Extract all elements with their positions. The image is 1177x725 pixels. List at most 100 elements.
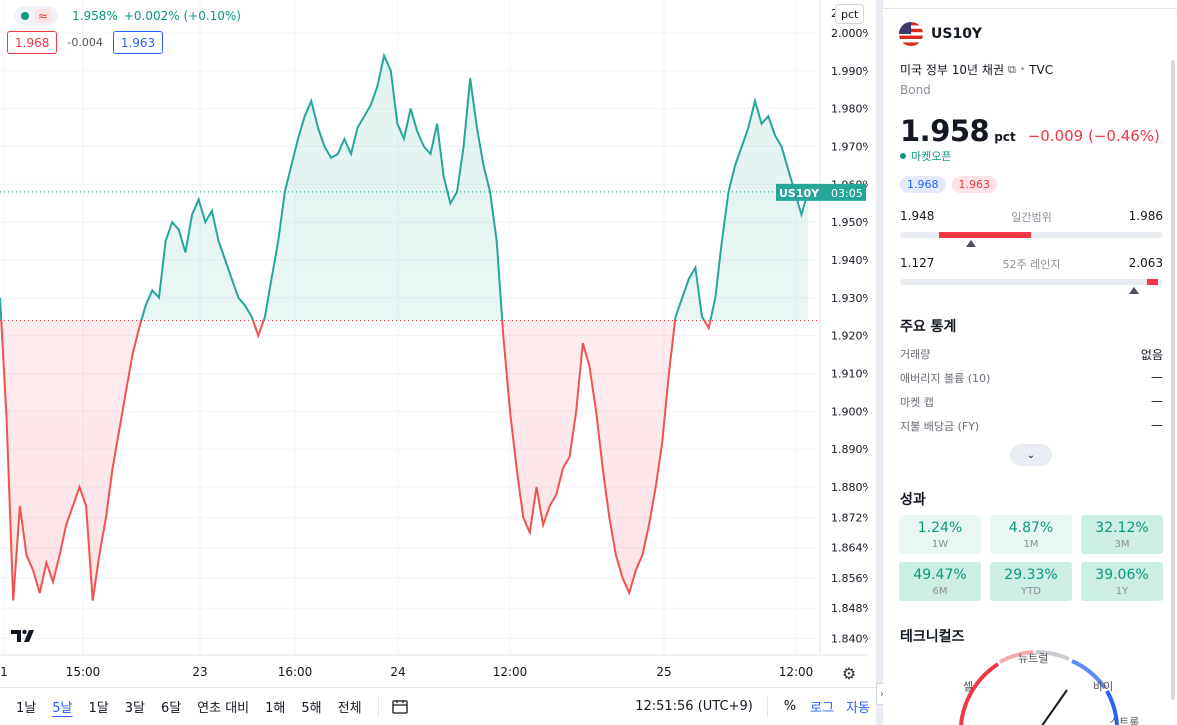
symbol-name[interactable]: US10Y [931, 26, 983, 42]
current-price-symbol: US10Y [779, 187, 820, 200]
performance-cell[interactable]: 4.87% 1M [990, 515, 1072, 554]
percent-scale-button[interactable]: % [783, 699, 797, 714]
x-tick-label: 24 [390, 665, 405, 679]
clock[interactable]: 12:51:56 (UTC+9) [635, 699, 753, 714]
stat-row: 마켓 캡 — [900, 394, 1163, 410]
chevron-down-icon[interactable]: ⌄ [1010, 444, 1052, 466]
log-scale-button[interactable]: 로그 [810, 701, 835, 716]
market-status-text: 마켓오픈 [911, 150, 952, 163]
x-tick-label: 12:00 [493, 665, 528, 679]
gear-icon[interactable]: ⚙ [841, 663, 857, 683]
symbol-description[interactable]: 미국 정부 10년 채권 [900, 63, 1004, 77]
current-price-tag [776, 183, 866, 201]
performance-cell[interactable]: 29.33% YTD [990, 562, 1072, 601]
panel-top-border [883, 8, 1177, 9]
chart-area[interactable]: 2.000%1.990%1.980%1.970%1.960%1.950%1.94… [0, 0, 868, 687]
range-button[interactable]: 5해 [301, 701, 322, 716]
market-open-dot-icon [900, 153, 906, 159]
performance-period: 1M [1023, 538, 1039, 550]
unit-button[interactable]: pct [835, 4, 865, 24]
area-fill-below-baseline [0, 320, 808, 601]
range-button[interactable]: 전체 [337, 701, 362, 716]
gauge-sell-arc [999, 650, 1034, 664]
day-range-track [900, 232, 1163, 247]
year-range-low: 1.127 [900, 256, 935, 270]
legend-top: ≈ 1.958% +0.002% (+0.10%) [14, 6, 247, 25]
key-stats-title: 주요 통계 [900, 319, 957, 335]
technicals-gauge: 셀 뉴트럴 바이 스트롱 바 [959, 650, 1143, 725]
panel-divider[interactable] [876, 0, 883, 725]
bid-chip: 1.968 [900, 176, 946, 193]
year-range-track [900, 279, 1163, 294]
instrument-type: Bond [900, 83, 931, 97]
range-button[interactable]: 연초 대비 [197, 701, 250, 716]
performance-period: 6M [932, 585, 948, 597]
y-tick-label: 1.920% [831, 330, 868, 343]
range-button[interactable]: 3달 [124, 701, 145, 716]
ask-box[interactable]: 1.963 [112, 31, 164, 54]
y-tick-label: 1.930% [831, 292, 868, 305]
symbol-description-row: 미국 정부 10년 채권 ⧉ • TVC [900, 61, 1053, 78]
performance-cell[interactable]: 49.47% 6M [899, 562, 981, 601]
y-tick-label: 1.940% [831, 254, 868, 267]
performance-cell[interactable]: 32.12% 3M [1081, 515, 1163, 554]
date-range-icon[interactable] [387, 694, 413, 720]
performance-cell[interactable]: 1.24% 1W [899, 515, 981, 554]
gauge-buy-arc [1071, 659, 1107, 690]
stat-label: 지불 배당금 (FY) [900, 420, 980, 433]
bid-ask-row: 1.968 -0.004 1.963 [7, 31, 164, 54]
y-tick-label: 1.990% [831, 65, 868, 78]
us-flag-icon [899, 22, 923, 46]
area-fill-above-baseline [0, 55, 808, 321]
y-tick-label: 1.910% [831, 368, 868, 381]
year-range: 1.127 52주 레인지 2.063 [900, 256, 1163, 294]
gauge-label-neutral: 뉴트럴 [1018, 652, 1048, 665]
gauge-strong-buy-arc [1105, 690, 1119, 725]
stat-value: 없음 [1140, 348, 1163, 362]
series-line-up [0, 52, 809, 321]
y-tick-label: 1.950% [831, 216, 868, 229]
performance-grid: 1.24% 1W 4.87% 1M 32.12% 3M 49.47% 6M 29.33% YTD 3… [899, 515, 1163, 601]
year-range-fill [1147, 279, 1158, 285]
bid-ask-chips: 1.968 1.963 [900, 176, 997, 193]
y-tick-label-top: 2 [831, 7, 838, 20]
range-list: 1날 5날 1달 3달 6달 연초 대비 1해 5해 전체 [8, 694, 370, 720]
stat-row: 거래량 없음 [900, 346, 1163, 363]
range-button[interactable]: 1날 [16, 701, 37, 716]
performance-cell[interactable]: 39.06% 1Y [1081, 562, 1163, 601]
exchange-separator: • [1019, 64, 1026, 75]
exchange-name[interactable]: TVC [1029, 62, 1054, 77]
gauge-strong-sell-arc [959, 662, 1000, 725]
y-tick-label: 1.848% [831, 602, 868, 615]
symbol-details-panel: US10Y 미국 정부 10년 채권 ⧉ • TVC Bond 1.958 pc… [883, 0, 1177, 725]
range-button[interactable]: 6달 [160, 701, 182, 716]
price-chart[interactable]: 2.000%1.990%1.980%1.970%1.960%1.950%1.94… [0, 0, 868, 687]
day-range-marker-icon [966, 240, 976, 247]
tradingview-logo-icon[interactable] [8, 624, 38, 648]
gauge-needle [1041, 689, 1068, 725]
y-tick-label: 1.970% [831, 140, 868, 153]
range-button[interactable]: 1해 [265, 701, 286, 716]
performance-value: 4.87% [1008, 519, 1054, 536]
auto-scale-button[interactable]: 자동 [846, 701, 870, 716]
day-range-fill [939, 232, 1032, 238]
stat-label: 거래량 [900, 348, 931, 361]
external-link-icon[interactable]: ⧉ [1008, 62, 1016, 76]
y-tick-label: 1.980% [831, 103, 868, 116]
price-row: 1.958 pct −0.009 (−0.46%) [900, 114, 1160, 148]
gauge-label-buy: 바이 [1093, 680, 1113, 693]
range-button[interactable]: 1달 [88, 701, 109, 716]
gauge-label-strong-buy: 스트롱 바 [1109, 716, 1143, 725]
range-button[interactable]: 5날 [52, 701, 73, 716]
price-unit: pct [994, 130, 1016, 144]
bid-box[interactable]: 1.968 [7, 31, 58, 54]
panel-scrollbar[interactable] [1171, 60, 1175, 700]
y-tick-label: 2.000% [831, 27, 868, 40]
x-tick-label: 25 [656, 665, 671, 679]
x-tick-label: 16:00 [278, 665, 313, 679]
y-tick-label: 1.864% [831, 542, 868, 555]
legend-change: +0.002% (+0.10%) [123, 8, 241, 23]
bottom-toolbar: 1날 5날 1달 3달 6달 연초 대비 1해 5해 전체 12:51:56 (UTC+9) %… [0, 687, 876, 725]
market-status-pill[interactable]: ≈ [14, 6, 59, 25]
technicals-title: 테크니컬즈 [900, 629, 965, 645]
